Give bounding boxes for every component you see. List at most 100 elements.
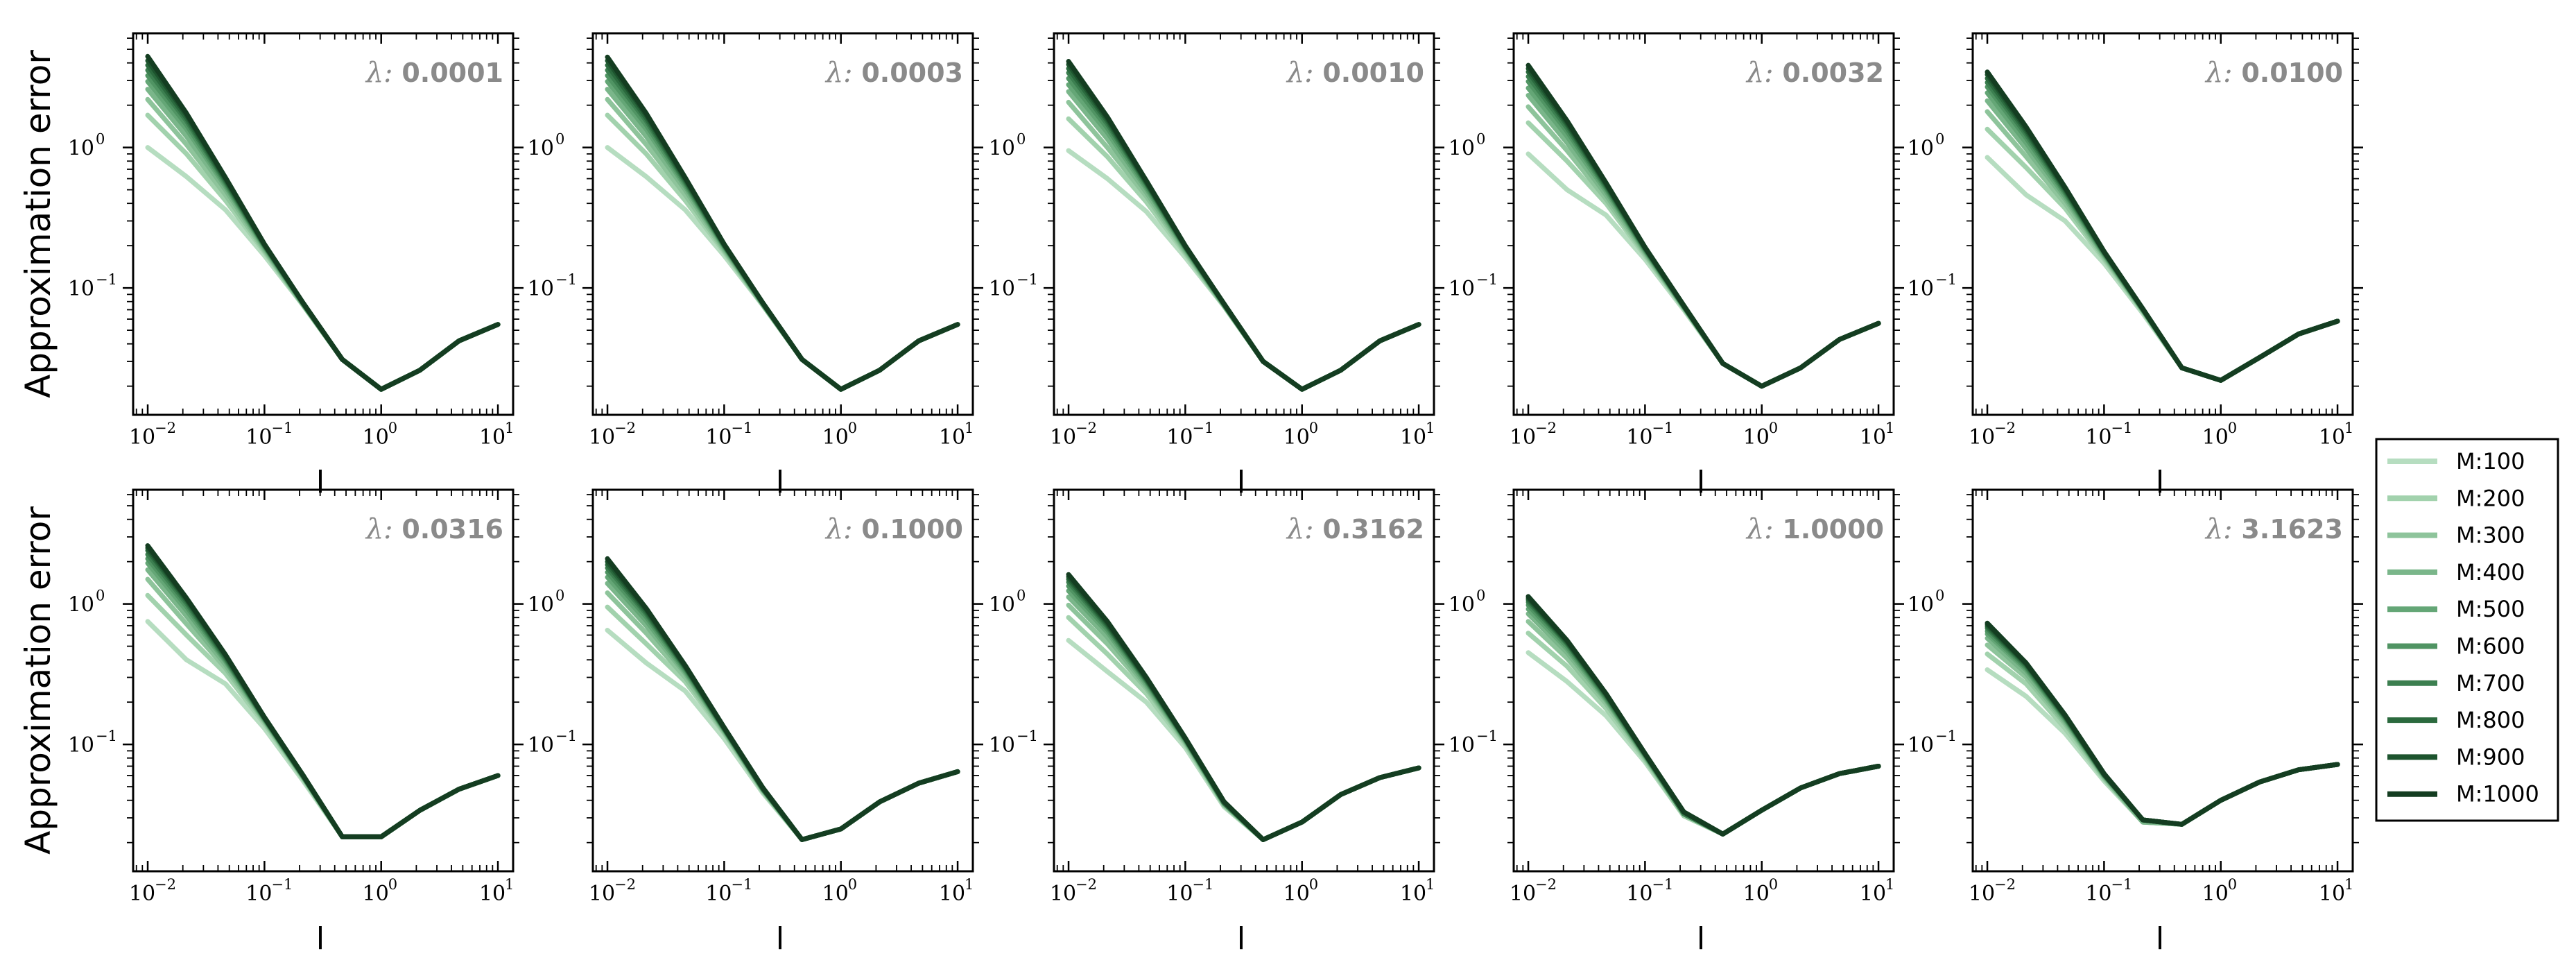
legend: M:100 M:200 M:300 M:400 M:500 M:600 M:700 M:800… [2375,438,2559,822]
lambda-symbol: λ: [2204,513,2242,545]
x-tick-exponent: −2 [1994,420,2016,436]
x-tick-exponent: −1 [2111,876,2132,893]
x-tick-exponent: 0 [1309,420,1318,436]
lambda-value: 1.0000 [1782,514,1884,545]
x-tick-label: 10 [2319,882,2345,906]
lambda-value: 0.3162 [1322,514,1424,545]
lambda-symbol: λ: [1286,57,1323,89]
x-tick-exponent: 0 [848,420,857,436]
series-line-m-500 [145,79,501,392]
series-line-m-800 [145,62,501,392]
x-tick-exponent: −1 [1652,420,1673,436]
y-tick-label: 10 [528,277,554,301]
series-line-m-1000 [1985,620,2340,827]
x-axis-label: l [1697,465,1705,500]
lambda-annotation: λ: 0.0316 [365,513,503,545]
x-axis-label: l [316,921,325,957]
series-line-m-400 [1985,635,2340,827]
axes-frame [591,32,974,416]
legend-entry: M:100 [2456,448,2525,474]
x-tick-label: 10 [822,882,849,906]
y-tick-exponent: 0 [1476,588,1485,604]
series-line-m-100 [605,628,960,842]
series-line-m-1000 [1985,69,2340,383]
lambda-annotation: λ: 0.1000 [824,513,963,545]
x-tick-label: 10 [1400,882,1426,906]
x-axis-label: l [2156,465,2164,500]
lambda-symbol: λ: [1745,513,1783,545]
y-tick-exponent: 0 [1935,131,1944,148]
x-tick-exponent: 1 [2344,420,2353,436]
y-tick-exponent: −1 [555,271,577,288]
x-tick-exponent: −2 [155,420,176,436]
series-line-m-900 [145,58,501,392]
x-tick-exponent: 1 [505,420,514,436]
series-line-m-500 [1525,606,1881,837]
x-axis-label: l [316,465,325,500]
x-tick-exponent: −1 [271,420,293,436]
y-tick-exponent: −1 [1017,271,1038,288]
lambda-value: 0.0001 [401,58,503,88]
x-tick-label: 10 [479,425,505,450]
y-tick-label: 10 [1449,277,1475,301]
x-axis-label: l [776,465,784,500]
x-tick-exponent: 0 [388,420,397,436]
y-tick-exponent: −1 [1935,728,1957,744]
series-line-m-800 [1985,624,2340,827]
x-tick-exponent: 1 [1426,876,1435,893]
y-tick-label: 10 [528,137,554,161]
y-tick-exponent: −1 [1017,728,1038,744]
lambda-value: 0.0003 [861,58,963,88]
x-axis-label: l [1237,921,1245,957]
series-line-m-800 [1066,66,1421,392]
y-tick-label: 10 [1449,733,1475,758]
y-tick-label: 10 [1449,593,1475,617]
lambda-annotation: λ: 0.0032 [1745,57,1884,89]
x-tick-label: 10 [363,882,389,906]
axes-frame [1053,488,1435,873]
x-tick-exponent: −2 [614,876,636,893]
series-line-m-900 [605,58,960,392]
series-line-m-700 [1066,70,1421,392]
series-line-m-500 [605,79,960,392]
lambda-symbol: λ: [365,57,402,89]
series-line-m-600 [1066,583,1421,842]
x-tick-exponent: −2 [1075,876,1097,893]
x-tick-exponent: −1 [1192,420,1213,436]
x-tick-exponent: 0 [1769,876,1778,893]
x-tick-exponent: −2 [614,420,636,436]
series-line-m-400 [605,581,960,842]
series-line-m-300 [1525,619,1881,837]
series-line-m-700 [1066,579,1421,842]
x-tick-label: 10 [479,882,505,906]
lambda-symbol: λ: [1286,513,1323,545]
y-axis-label: Approximation error [18,50,58,398]
x-tick-exponent: −1 [271,876,293,893]
legend-entry: M:300 [2456,522,2525,549]
x-tick-label: 10 [245,882,272,906]
y-tick-label: 10 [1449,137,1475,161]
x-tick-label: 10 [129,882,155,906]
series-line-m-700 [605,565,960,842]
axes-frame [1512,32,1895,416]
y-tick-label: 10 [68,137,94,161]
series-line-m-800 [605,562,960,842]
series-line-m-1000 [1525,62,1881,389]
x-tick-label: 10 [589,425,615,450]
series-line-m-900 [1985,622,2340,827]
x-tick-label: 10 [1283,882,1310,906]
axes-frame [132,32,515,416]
y-tick-label: 10 [68,277,94,301]
y-tick-exponent: −1 [96,728,117,744]
x-tick-exponent: 0 [1309,876,1318,893]
series-line-m-900 [1066,62,1421,392]
legend-entry: M:600 [2456,633,2525,660]
x-tick-label: 10 [1510,425,1536,450]
x-tick-label: 10 [1166,882,1193,906]
x-tick-exponent: 1 [965,876,974,893]
